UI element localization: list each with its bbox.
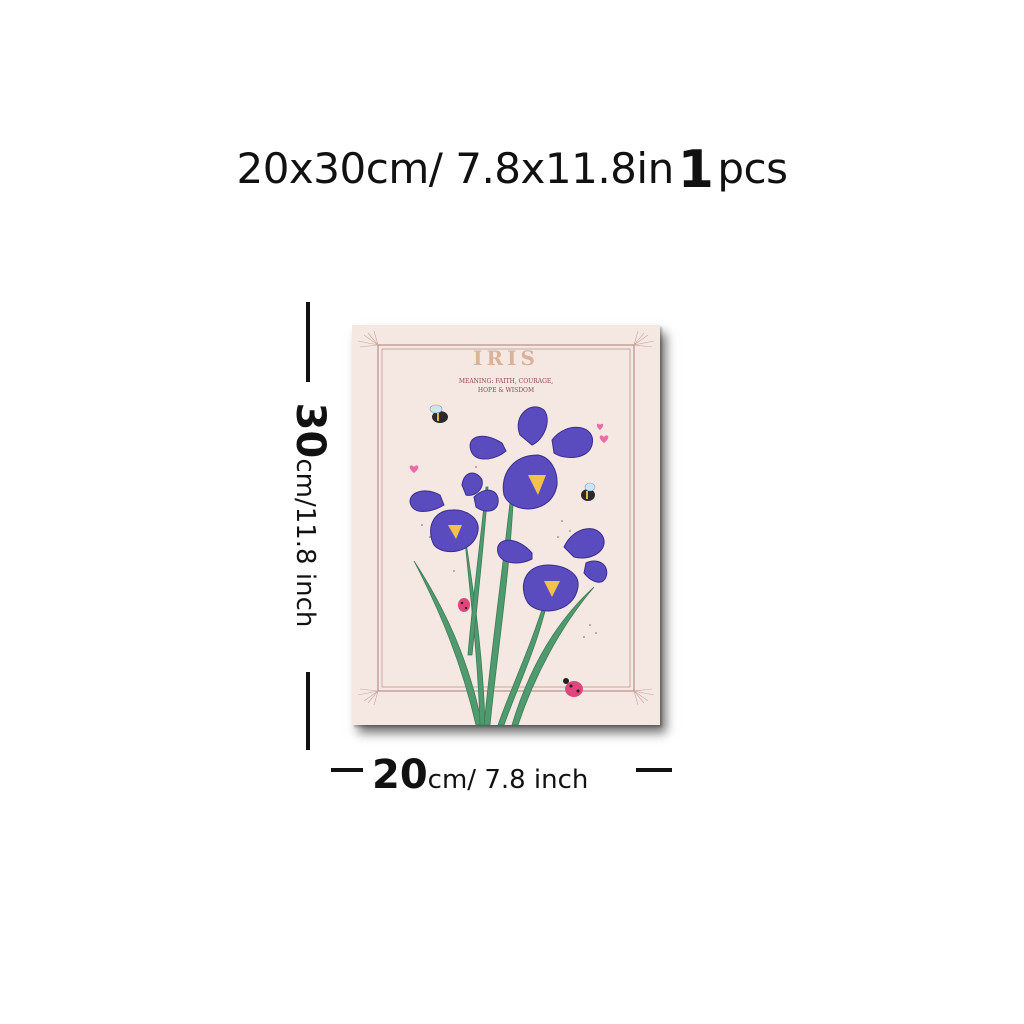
iris-poster: IRIS MEANING: FAITH, COURAGE, HOPE & WIS… [352,325,660,725]
bee-right [581,482,596,501]
poster-frame-inner [381,348,631,688]
height-dimension-line-top [306,302,310,382]
iris-flower-top [469,406,593,510]
poster-frame-outer [377,344,635,692]
height-dimension-line-bottom [306,672,310,750]
iris-flower-right [497,528,608,612]
height-unit: cm/11.8 inch [290,458,320,628]
poster-subtitle-line1: MEANING: FAITH, COURAGE, [459,378,553,385]
height-value: 30 [287,402,333,459]
width-dimension-line-left [331,768,363,772]
bee-top-left [429,404,448,423]
poster-subtitle-line2: HOPE & WISDOM [478,387,534,394]
width-dimension-label: 20cm/ 7.8 inch [372,752,588,798]
height-dimension-label: 30cm/11.8 inch [287,403,333,628]
frame-corner-ornaments [357,330,655,706]
iris-flower-left [409,472,499,553]
width-unit: cm/ 7.8 inch [427,765,589,795]
quantity-number: 1 [677,140,714,200]
size-text: 20x30cm/ 7.8x11.8in [236,144,674,193]
poster-title: IRIS [473,346,539,370]
width-dimension-line-right [636,768,672,772]
size-heading: 20x30cm/ 7.8x11.8in1pcs [0,140,1024,200]
iris-poster-artwork: IRIS MEANING: FAITH, COURAGE, HOPE & WIS… [357,330,655,725]
decorative-dots [421,452,597,638]
quantity-unit: pcs [717,144,788,193]
ladybug-left [458,598,470,612]
ladybug-bottom [563,678,583,697]
heart-ornaments [409,423,609,473]
width-value: 20 [372,752,428,798]
